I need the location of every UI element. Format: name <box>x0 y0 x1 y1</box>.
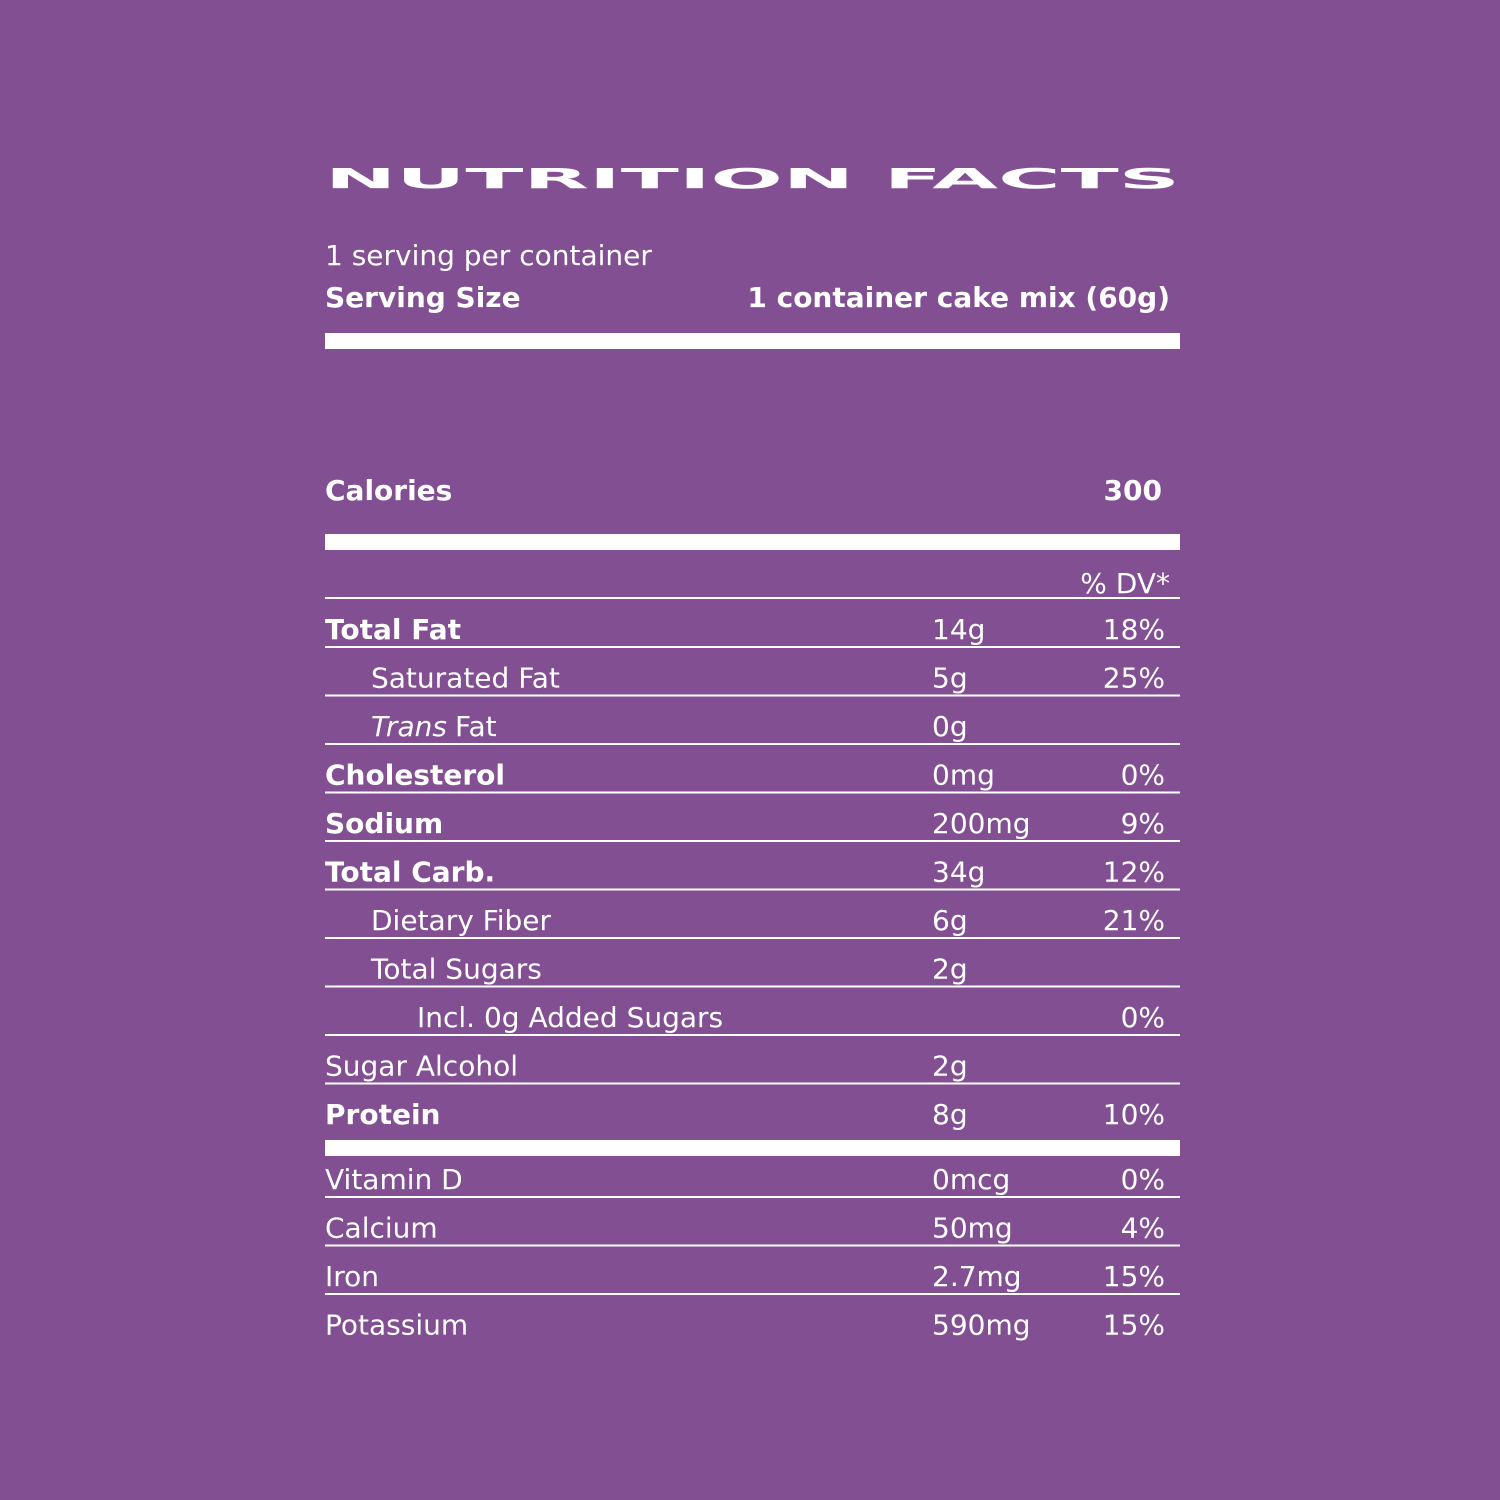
rule <box>325 1082 1180 1085</box>
nutrient-amount: 2.7mg <box>932 1260 1022 1293</box>
nutrient-amount: 14g <box>932 613 985 646</box>
dv-header: % DV* <box>1080 567 1170 600</box>
rule <box>325 1293 1180 1295</box>
nutrient-dv: 12% <box>1103 856 1165 889</box>
nutrient-name: Total Fat <box>325 613 461 646</box>
nutrient-amount: 0mg <box>932 759 995 792</box>
nutrient-amount: 5g <box>932 662 968 695</box>
nutrient-dv: 9% <box>1121 807 1165 840</box>
nutrient-name: Incl. 0g Added Sugars <box>417 1001 723 1034</box>
serving-size: 1 container cake mix (60g) <box>747 281 1170 314</box>
nutrient-name: Calcium <box>325 1212 438 1245</box>
serving-size-label: Serving Size <box>325 281 521 314</box>
nutrient-dv: 15% <box>1103 1309 1165 1342</box>
nutrient-dv: 18% <box>1103 613 1165 646</box>
nutrient-amount: 590mg <box>932 1309 1031 1342</box>
thick-rule <box>325 534 1180 550</box>
nutrient-name: Trans Fat <box>371 710 497 743</box>
nutrient-amount: 200mg <box>932 807 1031 840</box>
rule <box>325 694 1180 697</box>
nutrient-name: Total Sugars <box>370 953 542 986</box>
nutrient-name: Saturated Fat <box>371 662 560 695</box>
nutrient-name: Sodium <box>325 807 443 840</box>
nutrient-name: Dietary Fiber <box>371 904 552 937</box>
nutrient-name: Protein <box>325 1098 440 1131</box>
calories-value: 300 <box>1104 474 1162 507</box>
title: NUTRITION FACTS <box>325 162 1180 195</box>
nutrient-dv: 0% <box>1121 1163 1165 1196</box>
rule <box>325 791 1180 794</box>
thick-rule <box>325 1140 1180 1156</box>
nutrient-name: Cholesterol <box>325 759 505 792</box>
rule <box>325 1034 1180 1036</box>
nutrient-amount: 2g <box>932 1050 968 1083</box>
rule <box>325 937 1180 939</box>
rule <box>325 840 1180 842</box>
nutrient-dv: 21% <box>1103 904 1165 937</box>
rule <box>325 985 1180 988</box>
rule <box>325 1196 1180 1198</box>
rule <box>325 1244 1180 1247</box>
nutrient-amount: 6g <box>932 904 968 937</box>
nutrient-dv: 0% <box>1121 759 1165 792</box>
servings: 1 serving per container <box>325 239 652 272</box>
rule <box>325 888 1180 891</box>
calories-label: Calories <box>325 474 452 507</box>
nutrient-amount: 50mg <box>932 1212 1013 1245</box>
rule <box>325 743 1180 745</box>
nutrient-dv: 25% <box>1103 662 1165 695</box>
nutrient-dv: 10% <box>1103 1098 1165 1131</box>
nutrient-dv: 0% <box>1121 1001 1165 1034</box>
nutrient-amount: 0g <box>932 710 968 743</box>
rule <box>325 597 1180 599</box>
nutrient-dv: 4% <box>1121 1212 1165 1245</box>
nutrient-name: Vitamin D <box>325 1163 463 1196</box>
nutrient-name: Iron <box>325 1260 379 1293</box>
rule <box>325 646 1180 648</box>
thick-rule <box>325 333 1180 349</box>
nutrient-name: Total Carb. <box>325 856 495 889</box>
nutrient-amount: 34g <box>932 856 985 889</box>
nutrient-name-italic: Trans <box>371 710 447 743</box>
nutrient-dv: 15% <box>1103 1260 1165 1293</box>
nutrient-amount: 0mcg <box>932 1163 1010 1196</box>
nutrient-name-rest: Fat <box>455 710 497 743</box>
nutrient-name: Potassium <box>325 1309 468 1342</box>
nutrient-name: Sugar Alcohol <box>325 1050 518 1083</box>
nutrient-amount: 8g <box>932 1098 968 1131</box>
nutrient-amount: 2g <box>932 953 968 986</box>
